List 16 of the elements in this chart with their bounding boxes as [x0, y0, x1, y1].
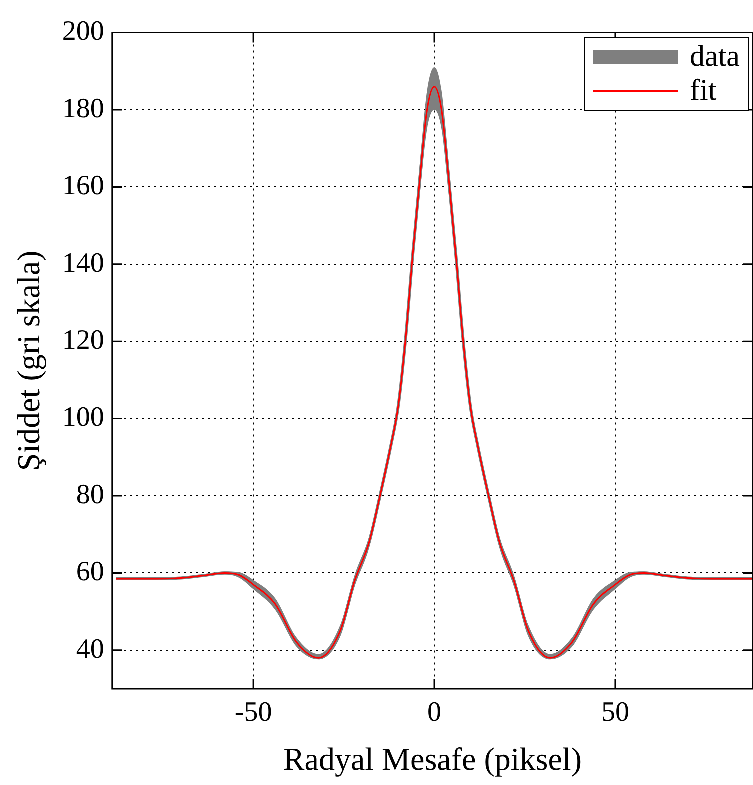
x-tick-label: 0: [428, 697, 442, 728]
x-tick-label: -50: [234, 697, 272, 728]
y-axis-title: Şiddet (gri skala): [10, 250, 47, 472]
y-tick-label: 140: [62, 248, 104, 279]
y-tick-label: 180: [62, 93, 104, 124]
y-tick-label: 120: [62, 324, 104, 356]
legend-label: fit: [690, 74, 717, 108]
x-tick-label: 50: [601, 697, 630, 728]
y-tick-label: 80: [76, 479, 104, 510]
y-tick-label: 100: [62, 402, 104, 434]
x-axis-title: Radyal Mesafe (piksel): [283, 741, 582, 778]
y-tick-label: 60: [76, 556, 104, 588]
y-tick-label: 40: [76, 634, 104, 665]
y-tick-label: 200: [62, 16, 104, 48]
legend-label: data: [690, 40, 740, 74]
y-tick-label: 160: [62, 170, 104, 202]
